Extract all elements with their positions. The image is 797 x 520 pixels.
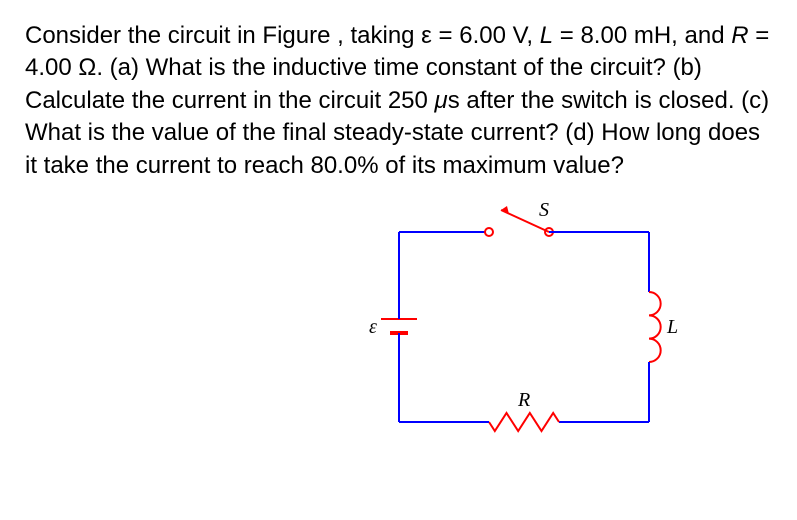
problem-text-content: Consider the circuit in Figure , taking … — [25, 22, 769, 179]
resistor-icon — [489, 413, 559, 431]
switch-terminal-left — [485, 228, 493, 236]
emf-label: ε — [369, 316, 377, 338]
inductor-icon — [649, 292, 661, 362]
circuit-figure-container: S L Rε — [25, 192, 772, 462]
inductor-label: L — [666, 316, 678, 338]
problem-statement: Consider the circuit in Figure , taking … — [25, 20, 772, 182]
switch-label: S — [539, 199, 549, 221]
circuit-diagram: S L Rε — [359, 192, 689, 462]
resistor-label: R — [517, 389, 530, 411]
